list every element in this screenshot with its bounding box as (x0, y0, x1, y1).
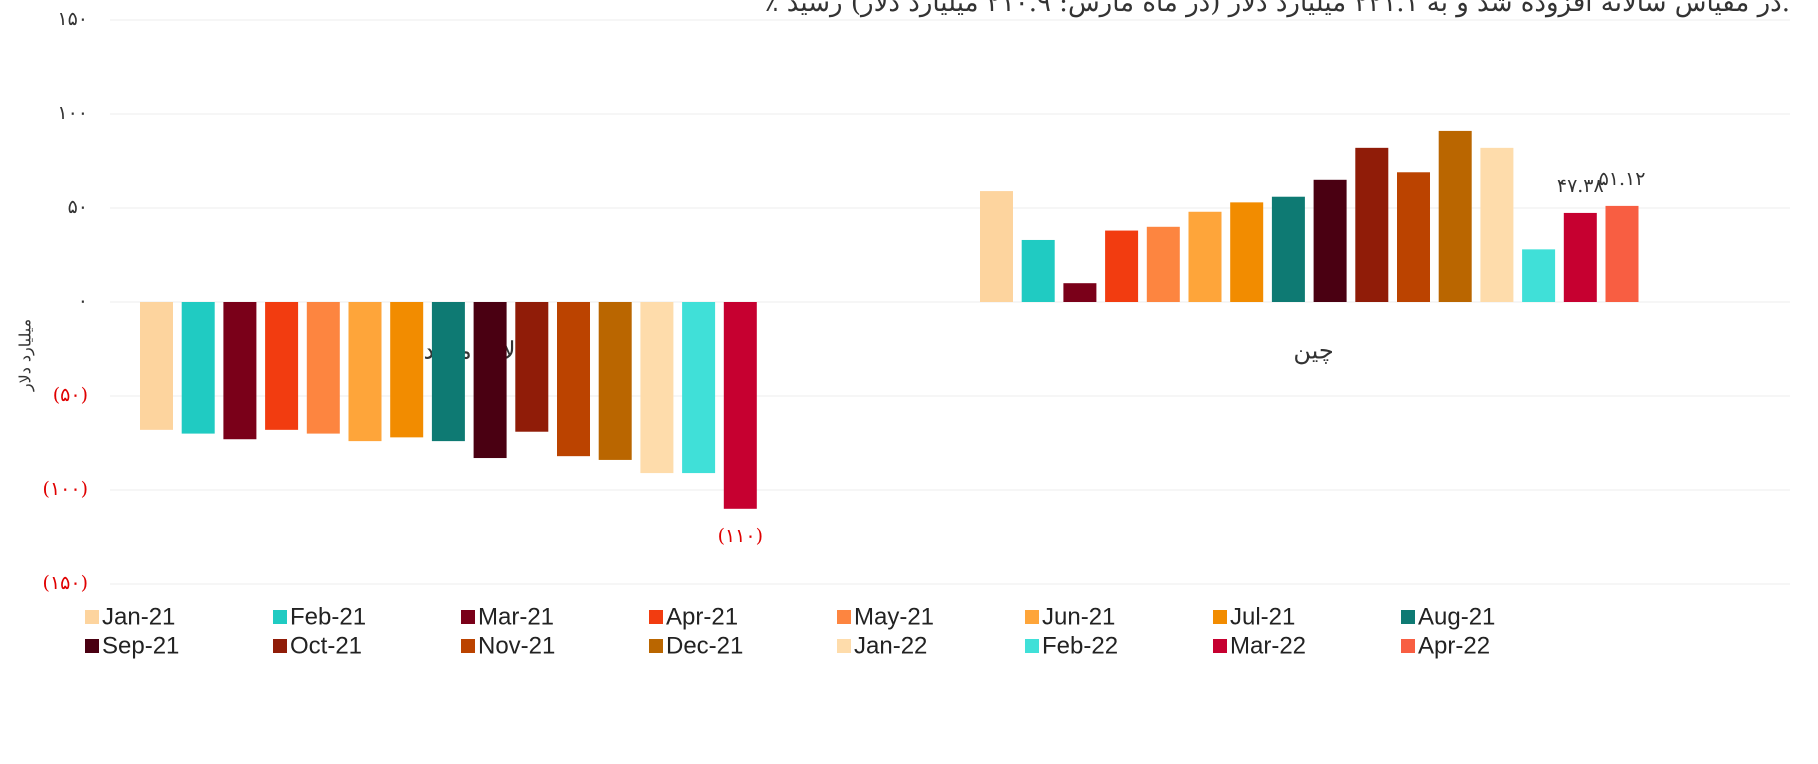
legend-label: Jan-21 (102, 603, 175, 630)
y-tick-label: ۱۵۰ (57, 8, 88, 30)
legend-label: Mar-22 (1230, 632, 1306, 659)
legend-label: Apr-21 (666, 603, 738, 630)
bar (265, 302, 299, 430)
bar (1146, 226, 1180, 302)
bar (1063, 283, 1097, 302)
legend-label: Nov-21 (478, 632, 555, 659)
data-label: ۴۷.۳۸ (1557, 175, 1604, 197)
bar (515, 302, 549, 432)
y-tick-label: (۱۰۰) (43, 478, 88, 500)
legend-swatch (273, 639, 287, 653)
legend-swatch (837, 610, 851, 624)
legend-label: Jan-22 (854, 632, 927, 659)
bar (1021, 239, 1055, 302)
legend-swatch (1401, 639, 1415, 653)
bar (1313, 179, 1347, 302)
legend-swatch (85, 639, 99, 653)
y-tick-label: ۵۰ (68, 196, 88, 218)
bar (598, 302, 632, 460)
legend-swatch (1213, 639, 1227, 653)
legend-label: May-21 (854, 603, 934, 630)
data-label: (۱۱۰) (718, 525, 763, 547)
legend-label: Mar-21 (478, 603, 554, 630)
y-tick-label: (۵۰) (53, 384, 88, 406)
legend-swatch (273, 610, 287, 624)
bar (1105, 230, 1139, 302)
y-axis-label: میلیارد دلار (16, 319, 36, 392)
legend-swatch (1213, 610, 1227, 624)
legend-swatch (461, 639, 475, 653)
legend-label: Aug-21 (1418, 603, 1495, 630)
bar (682, 302, 716, 474)
legend-swatch (837, 639, 851, 653)
bar (1605, 205, 1639, 302)
category-label: چین (1293, 337, 1333, 365)
legend-swatch (1025, 639, 1039, 653)
legend-swatch (1025, 610, 1039, 624)
bar (306, 302, 340, 434)
bar (181, 302, 215, 434)
legend-label: Dec-21 (666, 632, 743, 659)
bar (390, 302, 424, 438)
bar (1230, 202, 1264, 302)
bar (431, 302, 465, 442)
bar (557, 302, 590, 457)
bar (1438, 130, 1472, 302)
bar (1563, 212, 1597, 302)
bar (223, 302, 257, 440)
y-tick-label: ۰ (78, 290, 88, 312)
bar (473, 302, 507, 459)
legend-swatch (1401, 610, 1415, 624)
chart-title: ٪ در مقیاس سالانه افزوده شد و به ۲۲۱.۱ م… (765, 0, 1790, 18)
bar (1188, 211, 1222, 302)
legend-label: Apr-22 (1418, 632, 1490, 659)
legend-swatch (649, 610, 663, 624)
bar (640, 302, 674, 474)
legend-swatch (461, 610, 475, 624)
legend-label: Feb-21 (290, 603, 366, 630)
legend-label: Jun-21 (1042, 603, 1115, 630)
legend-label: Jul-21 (1230, 603, 1295, 630)
bar (140, 302, 173, 430)
legend-swatch (85, 610, 99, 624)
bar (1397, 172, 1430, 302)
data-label: ۵۱.۱۲ (1599, 168, 1646, 190)
bar (723, 302, 757, 509)
bar (1480, 147, 1514, 302)
legend-label: Sep-21 (102, 632, 179, 659)
bar (980, 191, 1013, 302)
legend-label: Oct-21 (290, 632, 362, 659)
y-tick-label: (۱۵۰) (43, 572, 88, 594)
bar (1522, 249, 1556, 302)
bar (1355, 147, 1389, 302)
legend-label: Feb-22 (1042, 632, 1118, 659)
legend-swatch (649, 639, 663, 653)
bar (348, 302, 382, 442)
bar (1271, 196, 1305, 302)
y-tick-label: ۱۰۰ (57, 102, 88, 124)
